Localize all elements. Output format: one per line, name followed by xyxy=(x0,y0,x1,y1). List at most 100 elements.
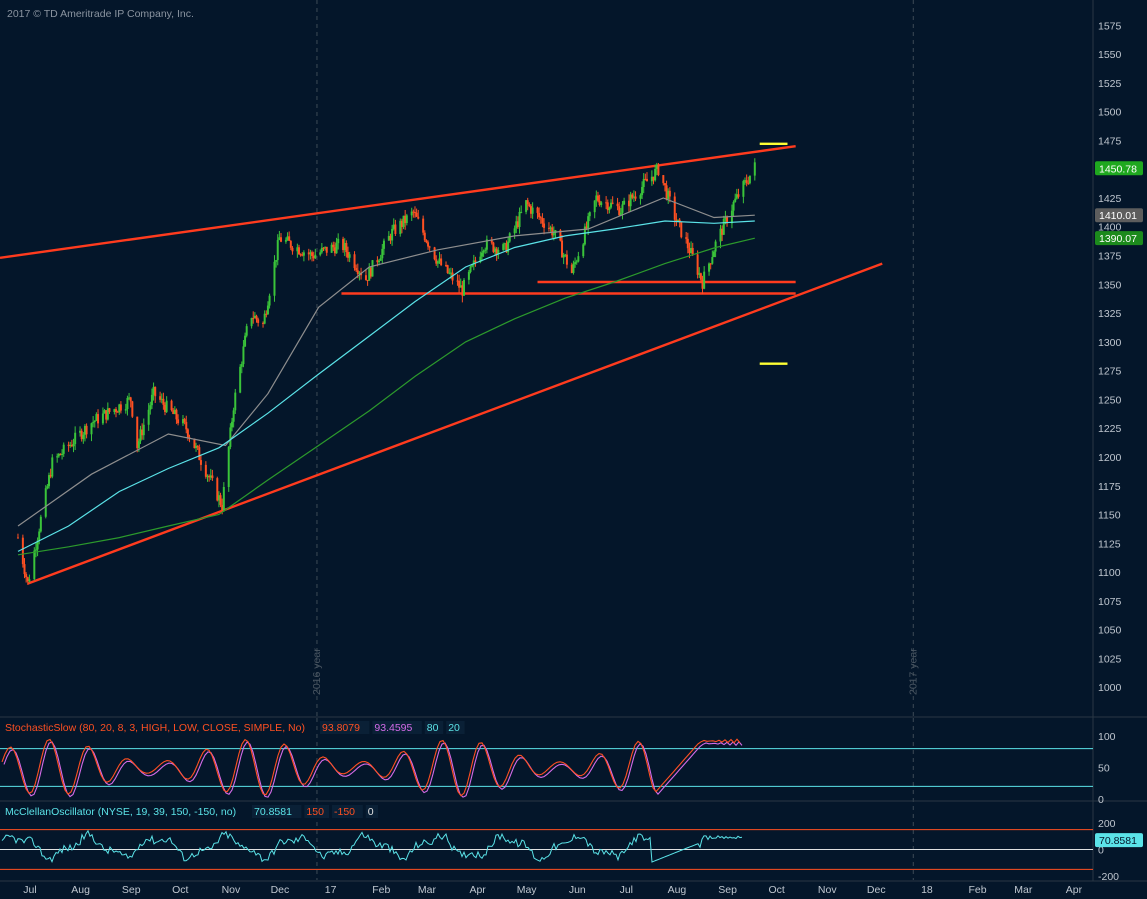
time-tick-label: Mar xyxy=(1014,884,1033,896)
price-tick-label: 1175 xyxy=(1098,481,1121,493)
time-tick-label: Oct xyxy=(768,884,784,896)
candle-body xyxy=(423,232,426,241)
price-tick-label: 1000 xyxy=(1098,682,1122,694)
candle-body xyxy=(366,279,369,281)
candle-body xyxy=(46,486,49,489)
candle-body xyxy=(16,537,19,539)
candle-body xyxy=(618,206,621,216)
candle-body xyxy=(276,240,279,261)
candle-body xyxy=(665,185,668,199)
candle-body xyxy=(596,195,599,201)
candle-body xyxy=(74,432,77,445)
candle-body xyxy=(379,258,382,261)
candle-body xyxy=(221,504,224,511)
candle-body xyxy=(297,247,300,255)
yellow-markers xyxy=(759,142,788,365)
candle-body xyxy=(346,252,349,258)
candle-body xyxy=(458,280,461,288)
candle-body xyxy=(217,495,220,501)
candle-body xyxy=(708,263,711,272)
moving-averages xyxy=(17,197,755,556)
candle-body xyxy=(83,425,86,435)
time-axis: Jul Aug Sep Oct Nov Dec 17 Feb Mar Apr May Jun Jul Au… xyxy=(23,884,1082,896)
candle-body xyxy=(399,220,402,234)
time-tick-label: Apr xyxy=(469,884,486,896)
candle-body xyxy=(561,240,564,258)
price-tick-label: 1075 xyxy=(1098,596,1122,608)
stochastic-value: 80 xyxy=(427,722,439,734)
candle-body xyxy=(21,537,24,565)
candle-body xyxy=(688,248,691,254)
candle-body xyxy=(505,243,508,253)
candle-body xyxy=(529,206,532,214)
candle-body xyxy=(185,421,188,430)
stochastic-value-box xyxy=(446,721,465,734)
candle-body xyxy=(445,265,448,267)
candle-body xyxy=(564,254,567,256)
candle-body xyxy=(72,444,75,447)
candle-body xyxy=(502,244,505,250)
candle-body xyxy=(312,255,315,259)
candle-body xyxy=(137,441,140,449)
candle-body xyxy=(95,414,98,421)
candle-body xyxy=(116,411,119,413)
stochastic-value: 20 xyxy=(448,722,460,734)
candle-body xyxy=(172,410,175,414)
candle-body xyxy=(639,195,642,199)
candle-body xyxy=(314,254,317,259)
candle-body xyxy=(356,270,359,274)
candle-body xyxy=(606,202,609,211)
candle-body xyxy=(472,260,475,265)
candle-body xyxy=(262,322,265,324)
candle-body xyxy=(394,224,397,234)
candle-body xyxy=(266,305,269,315)
mcclellan-panel: McClellanOscillator (NYSE, 19, 39, 150, … xyxy=(0,805,1143,883)
candle-body xyxy=(255,315,258,320)
candle-body xyxy=(253,315,256,319)
candle-body xyxy=(608,207,611,211)
candle-body xyxy=(62,444,65,454)
year-label: 2016 year xyxy=(311,648,323,695)
candle-body xyxy=(629,194,632,207)
mcclellan-line xyxy=(1,829,743,864)
candle-body xyxy=(142,424,145,436)
candle-body xyxy=(25,574,28,578)
candle-body xyxy=(183,419,186,422)
price-tick-label: 1250 xyxy=(1098,394,1122,406)
price-tick-label: 1025 xyxy=(1098,653,1122,665)
candle-body xyxy=(79,430,82,433)
time-tick-label: Jun xyxy=(569,884,586,896)
candle-body xyxy=(353,254,356,269)
stochastic-tick: 0 xyxy=(1098,794,1104,806)
candle-body xyxy=(320,247,323,253)
candle-body xyxy=(263,313,266,324)
candle-body xyxy=(244,335,247,347)
candle-body xyxy=(539,217,542,219)
candle-body xyxy=(422,218,425,233)
candle-body xyxy=(559,230,562,241)
candle-body xyxy=(186,429,189,438)
trendline xyxy=(27,262,883,585)
candle-body xyxy=(721,228,724,235)
time-tick-label: Nov xyxy=(222,884,241,896)
candle-body xyxy=(358,272,361,274)
mcclellan-tick: -200 xyxy=(1098,871,1119,883)
price-tick-label: 1200 xyxy=(1098,452,1122,464)
candle-body xyxy=(48,475,51,487)
candle-body xyxy=(628,200,631,207)
candle-body xyxy=(391,228,394,241)
candle-body xyxy=(61,453,64,456)
candle-body xyxy=(240,364,243,367)
candle-body xyxy=(302,252,305,256)
candle-body xyxy=(657,164,660,176)
candle-body xyxy=(139,429,142,442)
price-axis: 1575155015251500147514501425140013751350… xyxy=(1098,20,1122,694)
candle-body xyxy=(744,180,747,182)
stochastic-tick: 100 xyxy=(1098,731,1116,743)
candle-body xyxy=(150,394,153,406)
candle-body xyxy=(459,285,462,288)
candle-body xyxy=(610,202,613,208)
